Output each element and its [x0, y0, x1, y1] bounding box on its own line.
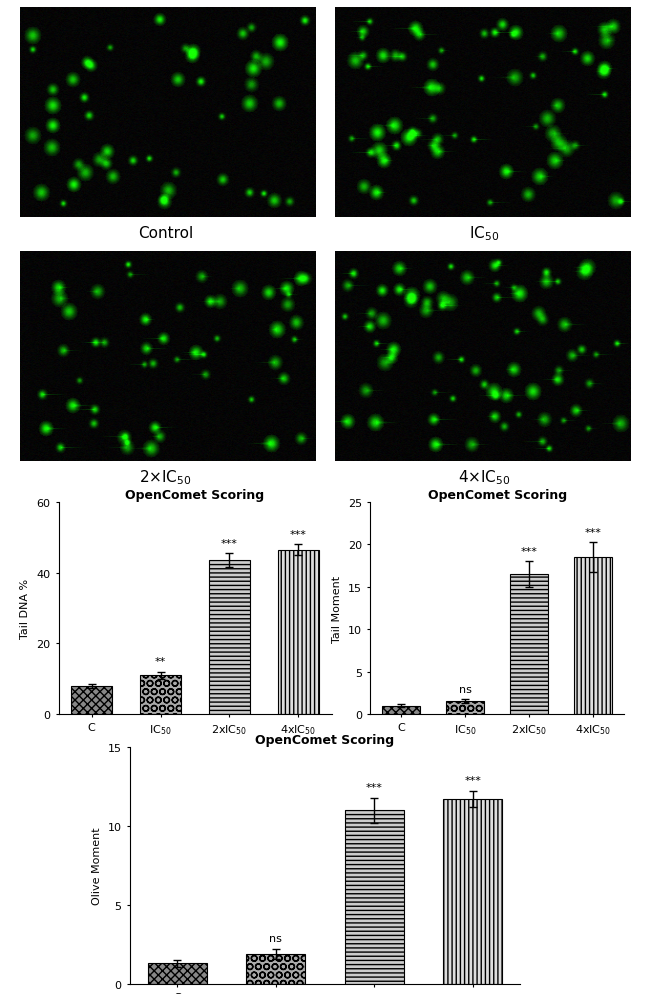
Bar [71, 686, 112, 715]
Title: OpenComet Scoring: OpenComet Scoring [428, 488, 567, 501]
Text: ns: ns [459, 684, 472, 694]
Text: ***: *** [221, 539, 238, 549]
Y-axis label: Tail DNA %: Tail DNA % [21, 579, 31, 638]
Text: 2×IC$_{50}$: 2×IC$_{50}$ [139, 468, 192, 487]
Text: IC$_{50}$: IC$_{50}$ [469, 225, 499, 244]
Text: ***: *** [366, 782, 383, 792]
Title: OpenComet Scoring: OpenComet Scoring [125, 488, 265, 501]
Bar [443, 799, 502, 984]
Text: ***: *** [521, 547, 538, 557]
Text: 4×IC$_{50}$: 4×IC$_{50}$ [458, 468, 511, 487]
Bar [278, 550, 319, 715]
Bar [382, 706, 421, 715]
Text: ***: *** [290, 530, 307, 540]
Bar [510, 575, 549, 715]
Y-axis label: Olive Moment: Olive Moment [92, 827, 102, 905]
Bar [140, 676, 181, 715]
Title: OpenComet Scoring: OpenComet Scoring [255, 734, 395, 746]
Text: Control: Control [138, 227, 194, 242]
Bar [209, 561, 250, 715]
Bar [446, 702, 484, 715]
Bar [574, 558, 612, 715]
Bar [344, 810, 404, 984]
Bar [148, 963, 207, 984]
Text: ns: ns [269, 933, 282, 943]
Text: ***: *** [464, 775, 481, 785]
Text: ***: *** [585, 527, 602, 537]
Text: **: ** [155, 657, 166, 667]
Bar [246, 954, 306, 984]
Y-axis label: Tail Moment: Tail Moment [333, 575, 343, 642]
